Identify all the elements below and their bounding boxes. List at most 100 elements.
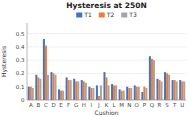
x-axis-label: Cushion — [94, 109, 118, 116]
bar — [136, 87, 138, 100]
bar — [174, 80, 176, 100]
bar — [103, 72, 105, 100]
bar — [73, 79, 75, 100]
bar — [37, 77, 39, 100]
y-tick-label: 0.2 — [16, 70, 25, 76]
bar — [68, 80, 70, 100]
bar — [123, 91, 125, 100]
bar — [81, 80, 83, 100]
y-tick-label: 0.5 — [16, 31, 25, 37]
bar — [66, 77, 68, 100]
legend-swatch — [121, 13, 127, 18]
bar — [98, 96, 100, 100]
bars — [28, 39, 185, 100]
bar — [130, 88, 132, 100]
bar — [55, 75, 57, 100]
x-tick-label: P — [143, 102, 147, 108]
x-tick-label: O — [135, 102, 140, 108]
x-tick-label: M — [119, 102, 124, 108]
x-tick-label: K — [105, 102, 109, 108]
legend-label: T1 — [83, 11, 92, 18]
x-tick-label: J — [97, 102, 100, 109]
legend-item: T3 — [121, 11, 137, 18]
x-tick-label: B — [36, 102, 40, 108]
bar — [75, 81, 77, 100]
x-tick-label: I — [91, 102, 93, 108]
bar — [43, 39, 45, 100]
y-axis — [27, 23, 28, 100]
x-tick-label: S — [165, 102, 169, 108]
x-tick-label: L — [113, 102, 117, 108]
bar — [119, 89, 121, 100]
bar — [28, 87, 30, 100]
x-tick-label: A — [29, 102, 33, 108]
bar — [168, 75, 170, 100]
bar — [149, 56, 151, 100]
bar — [176, 81, 178, 100]
bar — [113, 85, 115, 100]
bar — [32, 88, 34, 100]
bar — [158, 80, 160, 100]
bar — [60, 91, 62, 100]
bar — [115, 85, 117, 100]
x-tick-label: E — [59, 102, 63, 108]
bar — [179, 80, 181, 100]
legend-label: T2 — [106, 11, 115, 18]
legend-swatch — [99, 13, 105, 18]
grid-line — [27, 60, 186, 61]
bar — [77, 81, 79, 100]
bar — [92, 88, 94, 100]
x-tick-label: H — [82, 102, 86, 108]
bar — [156, 79, 158, 100]
grid-line — [27, 46, 186, 47]
x-tick-label: D — [51, 102, 55, 108]
x-axis — [27, 100, 186, 101]
bar — [166, 73, 168, 100]
x-tick-label: Q — [150, 102, 155, 108]
bar — [50, 72, 52, 100]
bar — [96, 85, 98, 100]
bar — [90, 88, 92, 100]
y-tick-label: 0.1 — [16, 84, 25, 90]
legend-label: T3 — [128, 11, 137, 18]
bar — [161, 81, 163, 100]
legend: T1 T2 T3 — [76, 11, 137, 18]
bar — [52, 73, 54, 100]
bar — [70, 80, 72, 100]
y-axis-label: Hysteresis — [0, 46, 8, 77]
bar — [128, 88, 130, 100]
y-tick-label: 0.4 — [16, 44, 25, 50]
grid-line — [27, 33, 186, 34]
x-tick-label: G — [74, 102, 78, 108]
bar — [134, 85, 136, 100]
y-tick-label: 0.3 — [16, 57, 25, 63]
bar — [141, 92, 143, 100]
bar — [164, 72, 166, 100]
bar — [145, 88, 147, 100]
bar — [45, 46, 47, 100]
bar — [30, 87, 32, 100]
x-tick-label: N — [127, 102, 131, 108]
x-tick-label: U — [180, 102, 184, 108]
bar — [39, 79, 41, 100]
chart: Hysteresis at 250NT1T2T300.10.20.30.40.5… — [0, 0, 190, 117]
bar — [100, 85, 102, 100]
y-tick-label: 0 — [21, 97, 25, 103]
bar — [62, 91, 64, 100]
bar — [47, 75, 49, 100]
bar — [85, 83, 87, 100]
legend-item: T2 — [99, 11, 115, 18]
legend-item: T1 — [76, 11, 92, 18]
bar — [138, 87, 140, 100]
bar — [153, 60, 155, 100]
x-tick-label: C — [44, 102, 48, 108]
grid — [27, 34, 186, 100]
bar — [111, 84, 113, 100]
bar — [108, 85, 110, 100]
bar — [181, 81, 183, 100]
bar — [58, 89, 60, 100]
bar — [83, 81, 85, 100]
x-tick-label: T — [172, 102, 177, 108]
bar — [183, 81, 185, 100]
bar — [88, 87, 90, 100]
